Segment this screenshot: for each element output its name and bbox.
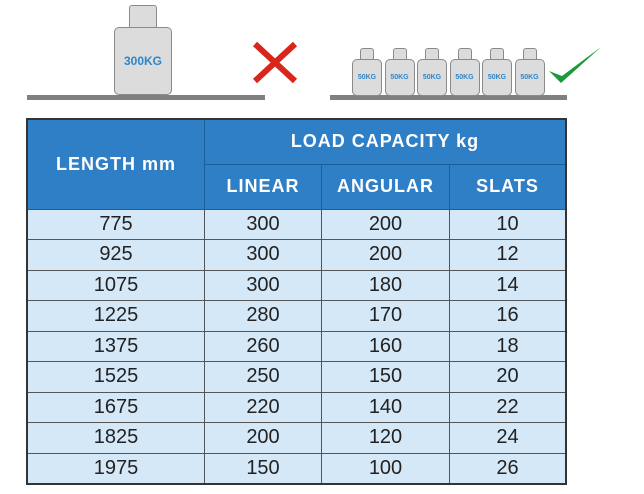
cell-slats: 18 — [449, 330, 567, 362]
table-row: 1525 250 150 20 — [26, 361, 567, 393]
cell-length: 1825 — [26, 422, 205, 454]
weight-50kg: 50KG — [482, 48, 512, 96]
cell-linear: 300 — [204, 239, 322, 271]
cell-angular: 120 — [321, 422, 450, 454]
weight-label: 50KG — [352, 59, 382, 96]
cell-length: 1525 — [26, 361, 205, 393]
header-load-capacity: LOAD CAPACITY kg — [204, 118, 567, 165]
cell-length: 925 — [26, 239, 205, 271]
header-angular: ANGULAR — [321, 163, 450, 210]
weight-label: 50KG — [384, 59, 415, 96]
shelf-left — [27, 95, 265, 100]
cell-linear: 220 — [204, 391, 322, 423]
cell-length: 775 — [26, 208, 205, 240]
cell-slats: 22 — [449, 391, 567, 423]
check-icon — [549, 47, 601, 83]
cell-slats: 24 — [449, 422, 567, 454]
weight-label: 50KG — [482, 59, 512, 96]
weight-300kg: 300KG — [114, 5, 172, 95]
cross-icon — [252, 41, 298, 84]
cell-slats: 10 — [449, 208, 567, 240]
header-length: LENGTH mm — [26, 118, 205, 210]
table-row: 1075 300 180 14 — [26, 269, 567, 301]
table-row: 1675 220 140 22 — [26, 391, 567, 423]
cell-angular: 200 — [321, 239, 450, 271]
cell-angular: 180 — [321, 269, 450, 301]
cell-linear: 260 — [204, 330, 322, 362]
cell-linear: 280 — [204, 300, 322, 332]
weight-50kg: 50KG — [514, 48, 545, 96]
cell-linear: 300 — [204, 269, 322, 301]
cell-linear: 250 — [204, 361, 322, 393]
table-row: 775 300 200 10 — [26, 208, 567, 240]
cell-angular: 100 — [321, 452, 450, 485]
shelf-right — [330, 95, 567, 100]
table-row: 1825 200 120 24 — [26, 422, 567, 454]
cell-angular: 150 — [321, 361, 450, 393]
cell-slats: 14 — [449, 269, 567, 301]
weight-label: 300KG — [114, 27, 172, 95]
cell-slats: 12 — [449, 239, 567, 271]
cell-slats: 26 — [449, 452, 567, 485]
table-row: 1375 260 160 18 — [26, 330, 567, 362]
cell-angular: 170 — [321, 300, 450, 332]
cell-length: 1075 — [26, 269, 205, 301]
header-slats: SLATS — [449, 163, 567, 210]
table-row: 1225 280 170 16 — [26, 300, 567, 332]
cell-slats: 20 — [449, 361, 567, 393]
cell-length: 1375 — [26, 330, 205, 362]
cell-angular: 160 — [321, 330, 450, 362]
table-row: 925 300 200 12 — [26, 239, 567, 271]
cell-linear: 300 — [204, 208, 322, 240]
weight-label: 50KG — [449, 59, 480, 96]
weight-label: 50KG — [417, 59, 447, 96]
cell-angular: 200 — [321, 208, 450, 240]
cell-linear: 150 — [204, 452, 322, 485]
cell-linear: 200 — [204, 422, 322, 454]
cell-length: 1975 — [26, 452, 205, 485]
cell-angular: 140 — [321, 391, 450, 423]
weight-50kg: 50KG — [352, 48, 382, 96]
cell-slats: 16 — [449, 300, 567, 332]
cell-length: 1225 — [26, 300, 205, 332]
weight-label: 50KG — [514, 59, 545, 96]
weight-50kg: 50KG — [449, 48, 480, 96]
table-row: 1975 150 100 26 — [26, 452, 567, 485]
cell-length: 1675 — [26, 391, 205, 423]
load-capacity-table: LENGTH mm LOAD CAPACITY kg LINEAR ANGULA… — [26, 118, 567, 485]
header-linear: LINEAR — [204, 163, 322, 210]
weight-50kg: 50KG — [384, 48, 415, 96]
weight-50kg: 50KG — [417, 48, 447, 96]
